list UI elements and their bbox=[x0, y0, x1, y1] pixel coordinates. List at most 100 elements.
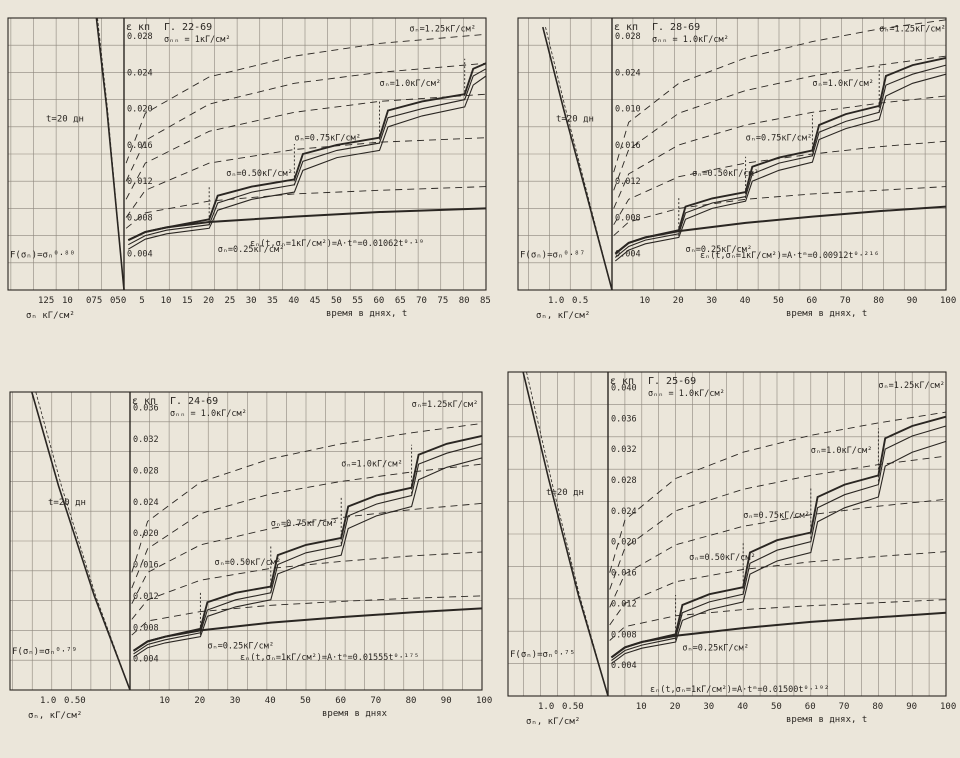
y-tick-label: 0.028 bbox=[615, 32, 641, 42]
creep-chart-4: 0.0040.0080.0120.0160.0200.0240.0280.032… bbox=[507, 371, 956, 727]
y-tick-label: 0.040 bbox=[611, 383, 637, 393]
stress-level-label: σₙ=0.75кГ/см² bbox=[271, 519, 338, 529]
creep-series-1 bbox=[610, 611, 947, 659]
x-tick-label: 35 bbox=[267, 296, 278, 306]
x-tick-label: 30 bbox=[703, 702, 714, 712]
stress-level-label: σₙ=1.0кГ/см² bbox=[812, 79, 873, 89]
stress-function-curve bbox=[542, 26, 613, 291]
x-tick-label: 80 bbox=[459, 296, 470, 306]
creep-series-3 bbox=[128, 68, 487, 246]
stress-level-label: σₙ=0.75кГ/см² bbox=[294, 133, 361, 143]
y-tick-label: 0.008 bbox=[127, 213, 153, 223]
x-tick-label: 80 bbox=[406, 696, 417, 706]
y-tick-label: 0.020 bbox=[133, 529, 159, 539]
stress-level-label: σₙ=0.75кГ/см² bbox=[743, 511, 810, 521]
load-time-label: t=20 дн bbox=[48, 498, 86, 508]
y-tick-label: 0.004 bbox=[611, 661, 637, 671]
x-tick-label: 45 bbox=[310, 296, 321, 306]
creep-series-3 bbox=[614, 64, 947, 258]
y-tick-label: 0.008 bbox=[615, 213, 641, 223]
fit-equation: εₙ(t,σₙ=1кГ/см²)=A·tᵐ=0.00912t⁰·²¹⁶ bbox=[700, 251, 879, 261]
x-tick-label: 60 bbox=[805, 702, 816, 712]
y-tick-label: 0.004 bbox=[127, 250, 153, 260]
reference-curve bbox=[131, 422, 483, 573]
reference-curve bbox=[125, 93, 487, 200]
specimen-label: Г. 24-69 bbox=[170, 396, 218, 407]
stress-tick-label: 1.0 bbox=[40, 696, 56, 706]
y-tick-label: 0.024 bbox=[133, 498, 159, 508]
creep-chart-2: 0.004 0.008 0.012 0.016 0.010 0.024 0.028 10 20 3… bbox=[517, 17, 956, 321]
creep-series-3 bbox=[133, 443, 483, 655]
y-tick-label: 0.016 bbox=[133, 561, 159, 571]
stress-note: σₙₙ = 1.0кГ/см² bbox=[170, 409, 247, 419]
x-tick-label: 90 bbox=[907, 296, 918, 306]
x-tick-label: 80 bbox=[872, 702, 883, 712]
x-tick-label: 100 bbox=[940, 296, 956, 306]
stress-level-label: σₙ=0.25кГ/см² bbox=[207, 641, 274, 651]
x-tick-label: 50 bbox=[331, 296, 342, 306]
x-tick-label: 20 bbox=[673, 296, 684, 306]
x-axis-label: время в днях bbox=[322, 709, 388, 719]
creep-series-2 bbox=[610, 415, 947, 659]
x-tick-label: 85 bbox=[480, 296, 491, 306]
x-tick-label: 75 bbox=[437, 296, 448, 306]
x-tick-label: 70 bbox=[416, 296, 427, 306]
stress-axis-label: σₙ кГ/см² bbox=[26, 311, 75, 321]
stress-level-label: σₙ=1.0кГ/см² bbox=[811, 446, 872, 456]
stress-note: σₙₙ = 1кГ/см² bbox=[164, 35, 231, 45]
stress-level-label: σₙ=1.25кГ/см² bbox=[409, 25, 476, 35]
y-tick-label: 0.024 bbox=[611, 507, 637, 517]
stress-function-label: F(σₙ)=σₙ⁰·⁷⁹ bbox=[12, 647, 77, 657]
y-axis-label: ε кп bbox=[610, 376, 634, 387]
grid bbox=[7, 17, 487, 291]
y-tick-label: 0.028 bbox=[133, 466, 159, 476]
plot-frame bbox=[9, 391, 483, 691]
y-tick-label: 0.024 bbox=[127, 68, 153, 78]
x-tick-label: 10 bbox=[159, 696, 170, 706]
stress-level-label: σₙ=0.75кГ/см² bbox=[746, 133, 813, 143]
x-tick-label: 70 bbox=[370, 696, 381, 706]
y-tick-label: 0.012 bbox=[133, 592, 159, 602]
creep-series-4 bbox=[128, 75, 487, 250]
plot-frame bbox=[7, 17, 487, 291]
x-tick-label: 20 bbox=[203, 296, 214, 306]
x-tick-label: 55 bbox=[352, 296, 363, 306]
stress-tick-label: 075 bbox=[86, 296, 102, 306]
x-tick-label: 15 bbox=[182, 296, 193, 306]
stress-function-curve bbox=[526, 371, 609, 697]
creep-series-1 bbox=[614, 205, 947, 255]
stress-level-label: σₙ=1.25кГ/см² bbox=[878, 381, 945, 391]
stress-tick-label: 1.0 bbox=[548, 296, 564, 306]
stress-note: σₙₙ = 1.0кГ/см² bbox=[652, 35, 729, 45]
stress-level-label: σₙ=1.25кГ/см² bbox=[879, 25, 946, 35]
stress-function-curve bbox=[545, 27, 613, 291]
x-tick-label: 10 bbox=[639, 296, 650, 306]
x-tick-label: 90 bbox=[441, 696, 452, 706]
creep-series-1 bbox=[132, 607, 483, 652]
reference-curve bbox=[609, 498, 947, 608]
reference-curve bbox=[131, 551, 483, 620]
fit-equation: εₙ(t,σₙ=1кГ/см²)=A·tᵐ=0.01500t⁰·¹⁹² bbox=[650, 685, 829, 695]
x-tick-label: 30 bbox=[706, 296, 717, 306]
y-tick-label: 0.036 bbox=[133, 404, 159, 414]
load-time-label: t=20 дн bbox=[546, 488, 584, 498]
stress-level-label: σₙ=1.0кГ/см² bbox=[380, 79, 441, 89]
y-tick-label: 0.010 bbox=[615, 105, 641, 115]
stress-tick-label: 0.5 bbox=[572, 296, 588, 306]
fit-equation: εₙ(t,σₙ=1кГ/см²)=A·tᵐ=0.01062t⁰·¹⁹ bbox=[250, 239, 424, 249]
stress-note: σₙₙ = 1.0кГ/см² bbox=[648, 389, 725, 399]
x-tick-label: 40 bbox=[265, 696, 276, 706]
y-tick-label: 0.012 bbox=[127, 177, 153, 187]
stress-function-label: F(σₙ)=σₙ⁰·⁸⁰ bbox=[10, 250, 75, 260]
y-tick-label: 0.032 bbox=[611, 445, 637, 455]
x-tick-label: 100 bbox=[940, 702, 956, 712]
x-tick-label: 70 bbox=[839, 702, 850, 712]
y-tick-label: 0.004 bbox=[615, 250, 641, 260]
stress-level-label: σₙ=0.50кГ/см² bbox=[214, 558, 281, 568]
x-tick-label: 40 bbox=[737, 702, 748, 712]
fit-equation: εₙ(t,σₙ=1кГ/см²)=A·tᵐ=0.01555t⁰·¹⁷⁵ bbox=[240, 653, 419, 663]
creep-chart-3: 0.004 0.008 0.012 0.016 0.020 0.024 0.028 0.032… bbox=[9, 391, 492, 721]
specimen-label: Г. 28-69 bbox=[652, 22, 700, 33]
y-tick-label: 0.032 bbox=[133, 435, 159, 445]
